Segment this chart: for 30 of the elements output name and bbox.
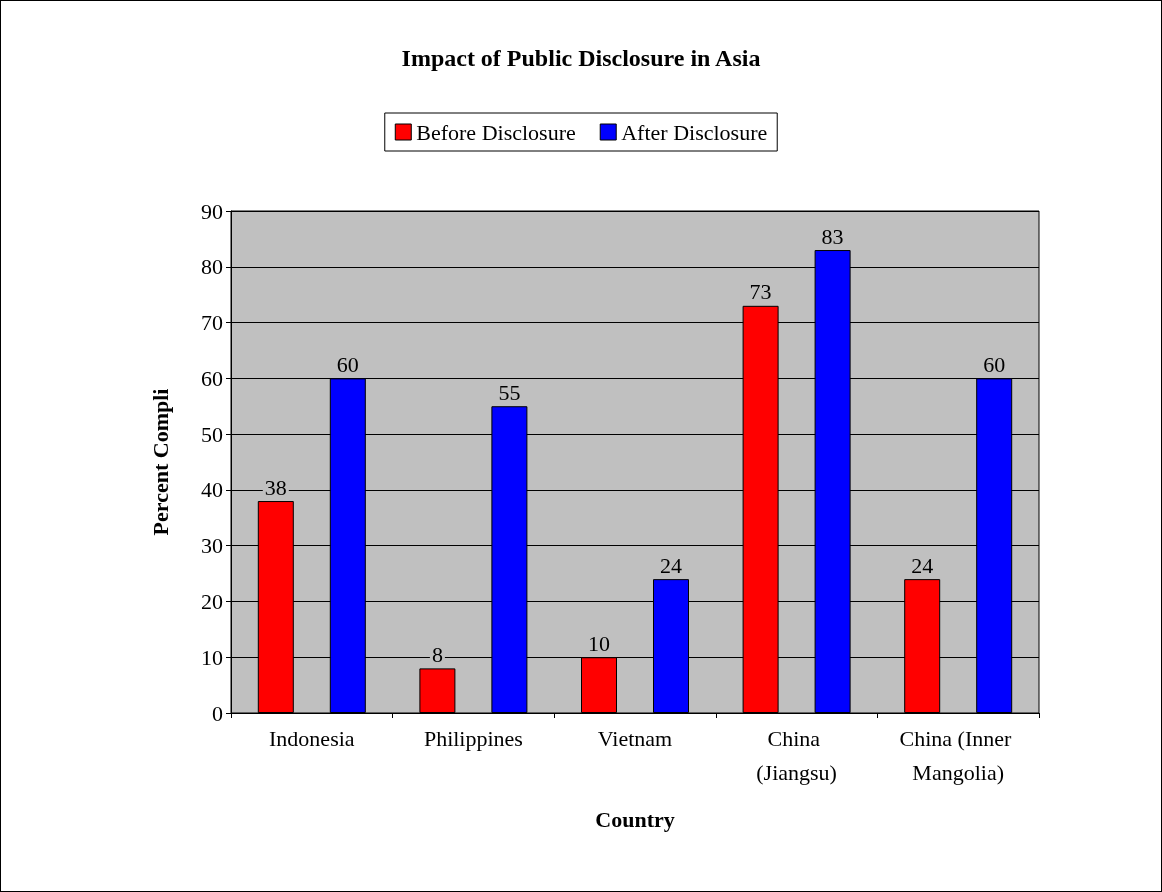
data-label: 73 — [749, 279, 772, 305]
data-label: 38 — [264, 474, 287, 500]
x-tick-label: Vietnam — [597, 725, 673, 751]
y-tick-label: 80 — [201, 254, 223, 280]
data-label: 55 — [498, 379, 521, 405]
y-tick-label: 40 — [201, 477, 223, 503]
y-tick-label: 70 — [201, 310, 223, 336]
data-label: 24 — [911, 552, 934, 578]
x-tick-label: China (Inner Mangolia) — [899, 725, 1017, 785]
y-tick-label: 20 — [201, 588, 223, 614]
x-tick-label: Indonesia — [269, 725, 355, 751]
x-tick-label: Philippines — [423, 725, 523, 751]
legend-label: Before Disclosure — [416, 119, 576, 145]
data-label: 10 — [588, 630, 610, 656]
data-label: 83 — [821, 223, 844, 249]
data-label: 24 — [660, 552, 682, 578]
y-tick-label: 60 — [201, 365, 223, 391]
x-tick-label: China (Jiangsu) — [756, 725, 837, 785]
y-axis-title: Percent Compli — [147, 388, 173, 536]
chart-title: Impact of Public Disclosure in Asia — [401, 45, 761, 71]
y-tick-label: 30 — [201, 533, 223, 559]
y-tick-label: 50 — [201, 421, 223, 447]
data-label: 60 — [336, 351, 359, 377]
y-tick-label: 90 — [201, 198, 223, 224]
y-tick-label: 0 — [212, 700, 223, 726]
data-label: 60 — [983, 351, 1006, 377]
data-label: 8 — [431, 641, 443, 667]
y-tick-label: 10 — [201, 644, 223, 670]
legend-label: After Disclosure — [621, 119, 768, 145]
x-axis-title: Country — [595, 806, 675, 832]
